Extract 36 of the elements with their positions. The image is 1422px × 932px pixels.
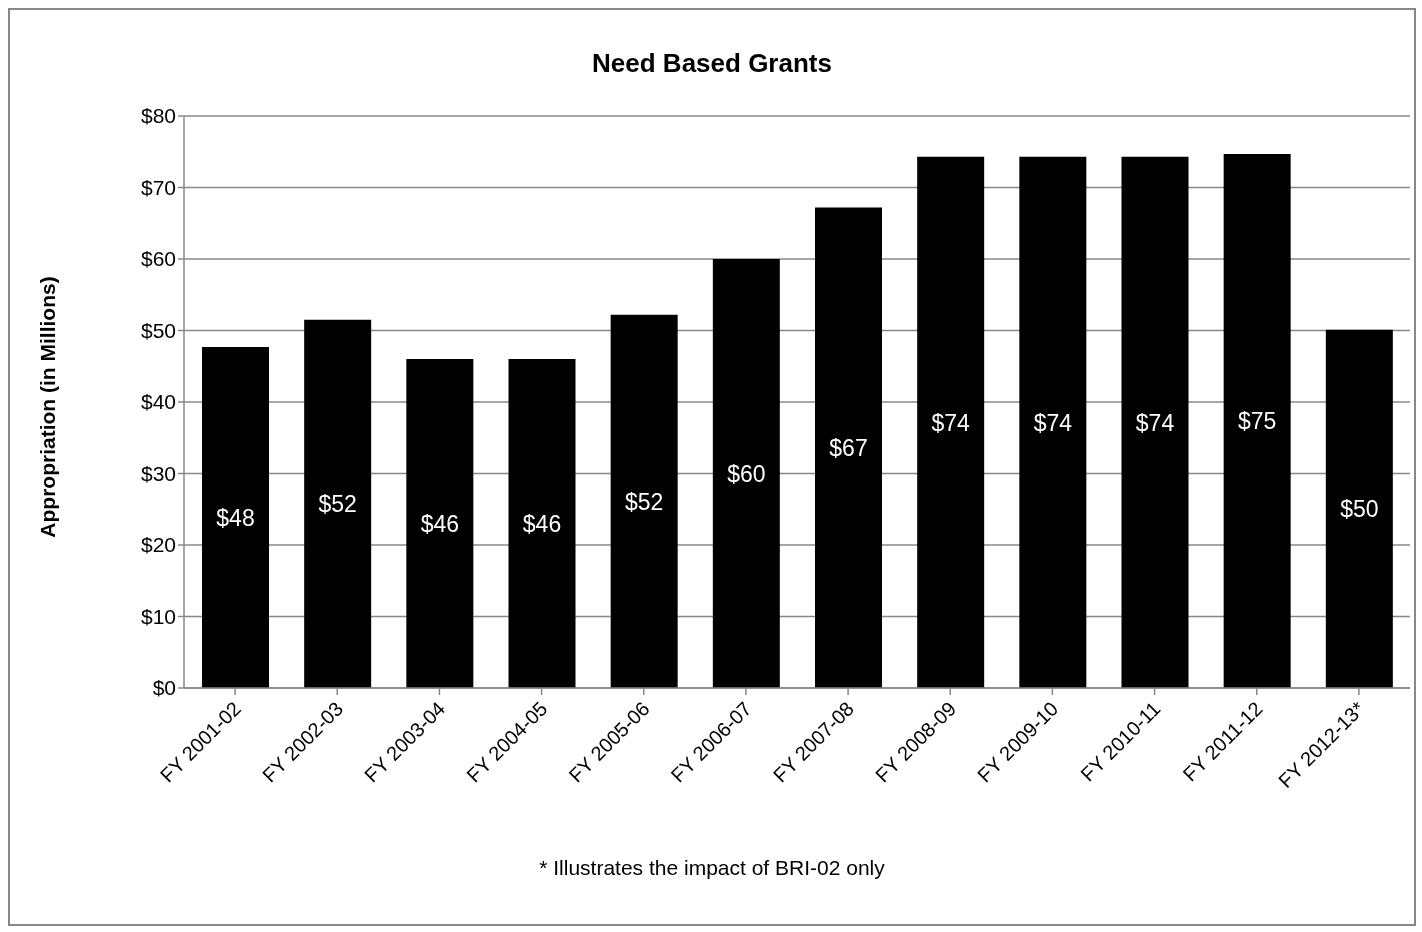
data-label: $75	[1237, 408, 1277, 435]
bar	[815, 207, 882, 688]
bar	[1223, 153, 1291, 688]
data-label: $46	[420, 510, 460, 537]
y-tick-label: $60	[140, 247, 176, 271]
bar	[508, 359, 576, 688]
data-label: $67	[829, 434, 868, 461]
data-label: $46	[522, 510, 562, 537]
bar	[712, 259, 780, 688]
y-tick-label: $70	[140, 175, 176, 199]
y-tick-label: $10	[140, 604, 176, 628]
data-label: $74	[931, 409, 971, 436]
data-label: $52	[318, 491, 357, 518]
y-tick-label: $80	[140, 104, 176, 128]
y-axis-title: Appropriation (in Millions)	[36, 276, 60, 538]
y-tick-label: $0	[152, 676, 176, 700]
bar	[1325, 329, 1393, 688]
chart-title: Need Based Grants	[591, 48, 833, 79]
data-label: $50	[1340, 496, 1379, 523]
text: * Illustrates the impact of BRI-02 only	[538, 856, 886, 880]
bar	[917, 156, 985, 688]
y-tick-label: $50	[140, 318, 176, 342]
bar	[406, 359, 474, 688]
bar	[1121, 156, 1189, 688]
y-tick-label: $20	[140, 533, 176, 557]
bar	[610, 314, 678, 688]
y-tick-label: $40	[140, 390, 176, 414]
data-label: $74	[1033, 409, 1073, 436]
data-label: $74	[1135, 409, 1175, 436]
data-label: $48	[216, 504, 255, 531]
data-label: $60	[727, 460, 766, 487]
bar	[304, 319, 372, 688]
bar	[202, 346, 269, 688]
data-label: $52	[624, 488, 664, 515]
y-tick-label: $30	[140, 461, 176, 485]
bar	[1019, 156, 1087, 688]
